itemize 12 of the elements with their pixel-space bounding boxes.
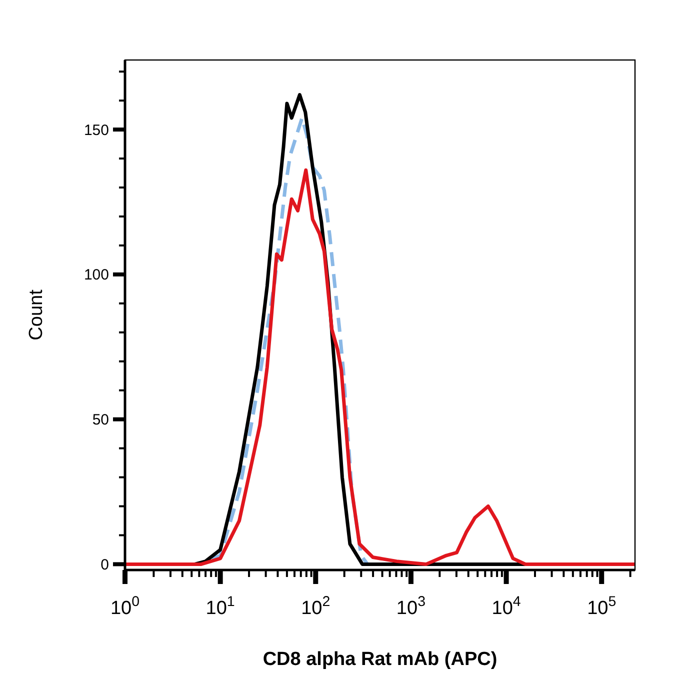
- x-axis-title: CD8 alpha Rat mAb (APC): [262, 649, 498, 670]
- y-axis-title: Count: [26, 288, 47, 340]
- x-tick-label: 10$^{3}$: [396, 594, 426, 619]
- x-tick-label: 10$^{5}$: [587, 594, 616, 619]
- x-tick-label: 10$^{0}$: [110, 594, 140, 619]
- y-tick-label: 0: [100, 556, 109, 574]
- y-tick-label: 100: [84, 266, 109, 284]
- y-tick-label: 50: [92, 412, 109, 429]
- x-tick-label: 10$^{1}$: [206, 594, 235, 619]
- x-tick-label: 10$^{4}$: [492, 594, 521, 619]
- x-tick-label: 10$^{2}$: [301, 594, 330, 619]
- y-tick-label: 150: [84, 122, 109, 139]
